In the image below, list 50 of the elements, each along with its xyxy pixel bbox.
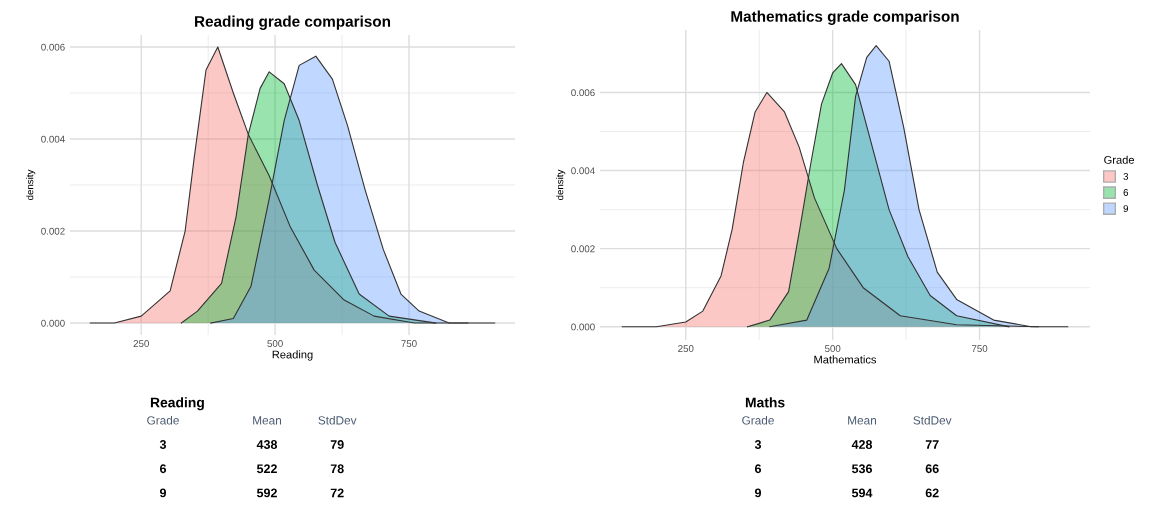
y-tick-label: 0.006 — [571, 89, 595, 97]
text: 438 — [256, 440, 278, 449]
text: 79 — [330, 440, 344, 449]
legend-label: 6 — [1123, 189, 1129, 196]
text: StdDev — [913, 415, 952, 425]
text: 592 — [256, 488, 277, 498]
y-axis-title: density — [26, 169, 36, 200]
legend-label: 3 — [1123, 172, 1129, 180]
y-tick-label: 0.002 — [41, 227, 65, 235]
y-tick-label: 0.000 — [571, 323, 595, 331]
x-tick-label: 500 — [824, 345, 841, 352]
y-tick-label: 0.006 — [41, 43, 65, 51]
text: 77 — [925, 440, 939, 449]
text: 522 — [256, 464, 277, 474]
text: 72 — [330, 488, 344, 498]
x-tick-label: 750 — [971, 345, 988, 352]
y-tick-label: 0.000 — [41, 319, 65, 327]
x-tick-label: 250 — [678, 345, 694, 352]
text: 6 — [754, 464, 762, 474]
text: 594 — [851, 488, 873, 498]
y-tick-label: 0.004 — [571, 167, 595, 175]
x-tick-label: 750 — [401, 340, 417, 347]
legend-title: Grade — [1104, 155, 1135, 164]
text: 3 — [754, 440, 762, 449]
text: 9 — [754, 488, 762, 498]
y-tick-label: 0.004 — [41, 135, 65, 143]
text: 428 — [851, 440, 873, 449]
text: 66 — [925, 464, 939, 474]
text: Mean — [848, 416, 876, 425]
text: 536 — [851, 464, 872, 474]
text: Reading — [150, 397, 204, 411]
text: Mean — [253, 416, 281, 425]
y-axis-title: density — [556, 169, 566, 200]
text: Maths — [745, 397, 785, 408]
text: 9 — [159, 488, 167, 498]
text: 62 — [925, 488, 939, 498]
x-tick-label: 250 — [133, 340, 149, 347]
x-axis-title: Mathematics — [814, 355, 877, 364]
text: 78 — [330, 464, 344, 474]
legend-label: 9 — [1123, 205, 1129, 213]
text: 6 — [159, 464, 167, 474]
x-axis-title: Reading — [272, 350, 313, 361]
chart-title: Reading grade comparison — [195, 15, 391, 30]
y-tick-label: 0.002 — [571, 245, 595, 253]
x-tick-label: 500 — [267, 340, 283, 347]
text: Grade — [147, 415, 179, 425]
text: 3 — [159, 440, 167, 449]
text: Grade — [742, 415, 774, 425]
text: StdDev — [318, 415, 357, 425]
chart-title: Mathematics grade comparison — [731, 10, 959, 25]
